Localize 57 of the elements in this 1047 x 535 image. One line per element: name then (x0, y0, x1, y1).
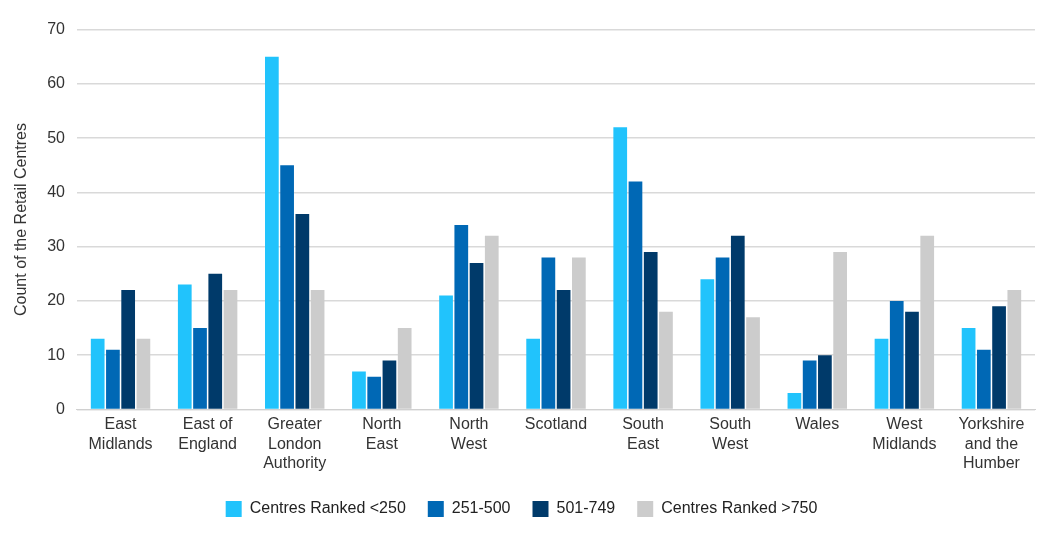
bar (526, 338, 540, 409)
bar (208, 273, 223, 409)
bar (992, 306, 1006, 409)
x-tick-label: South West (709, 415, 752, 452)
x-tick-label: West Midlands (872, 415, 937, 452)
bar (874, 338, 889, 409)
bar (889, 300, 904, 409)
bar (382, 360, 397, 409)
bar (961, 328, 976, 409)
y-tick-label: 20 (47, 291, 66, 309)
bar (121, 290, 136, 409)
legend-label: Centres Ranked <250 (249, 499, 406, 517)
bar (352, 371, 366, 409)
bar (106, 349, 120, 409)
x-tick-label: East of England (178, 415, 237, 452)
bar (193, 328, 207, 409)
bar (556, 290, 571, 409)
x-tick-label: Scotland (524, 415, 588, 433)
y-tick-label: 60 (47, 74, 66, 92)
x-tick-label: Greater London Authority (263, 415, 327, 471)
bar (439, 295, 453, 409)
bar (802, 360, 817, 409)
y-tick-label: 70 (47, 20, 66, 38)
bar (715, 257, 730, 409)
bar (700, 279, 715, 409)
bar (730, 235, 745, 409)
bar (295, 214, 310, 409)
bar (177, 284, 192, 409)
legend-label: 501-749 (556, 499, 616, 517)
legend-label: Centres Ranked >750 (661, 499, 818, 517)
y-tick-label: 40 (47, 182, 66, 200)
x-tick-label: Wales (795, 415, 840, 433)
x-tick-label: East Midlands (88, 415, 153, 452)
bar (454, 224, 469, 409)
bar (265, 56, 279, 409)
bar (976, 349, 991, 409)
bar (280, 165, 294, 409)
legend-label: 251-500 (451, 499, 511, 517)
bar (905, 311, 919, 409)
y-tick-label: 50 (47, 128, 66, 146)
y-tick-label: 30 (47, 237, 66, 255)
bar (818, 355, 832, 409)
bar (367, 376, 382, 409)
bar (613, 127, 628, 409)
x-tick-label: North East (362, 415, 402, 452)
bar (787, 393, 802, 409)
y-axis-title: Count of the Retail Centres (12, 123, 30, 316)
y-tick-label: 0 (56, 399, 66, 417)
x-tick-label: North West (449, 415, 489, 452)
x-tick-label: Yorkshire and the Humber (958, 415, 1025, 471)
bar (643, 252, 658, 409)
bar (541, 257, 556, 409)
y-tick-label: 10 (47, 345, 66, 363)
bar (628, 181, 643, 409)
bar (90, 338, 105, 409)
x-tick-label: South East (622, 415, 664, 452)
bar (469, 262, 484, 409)
